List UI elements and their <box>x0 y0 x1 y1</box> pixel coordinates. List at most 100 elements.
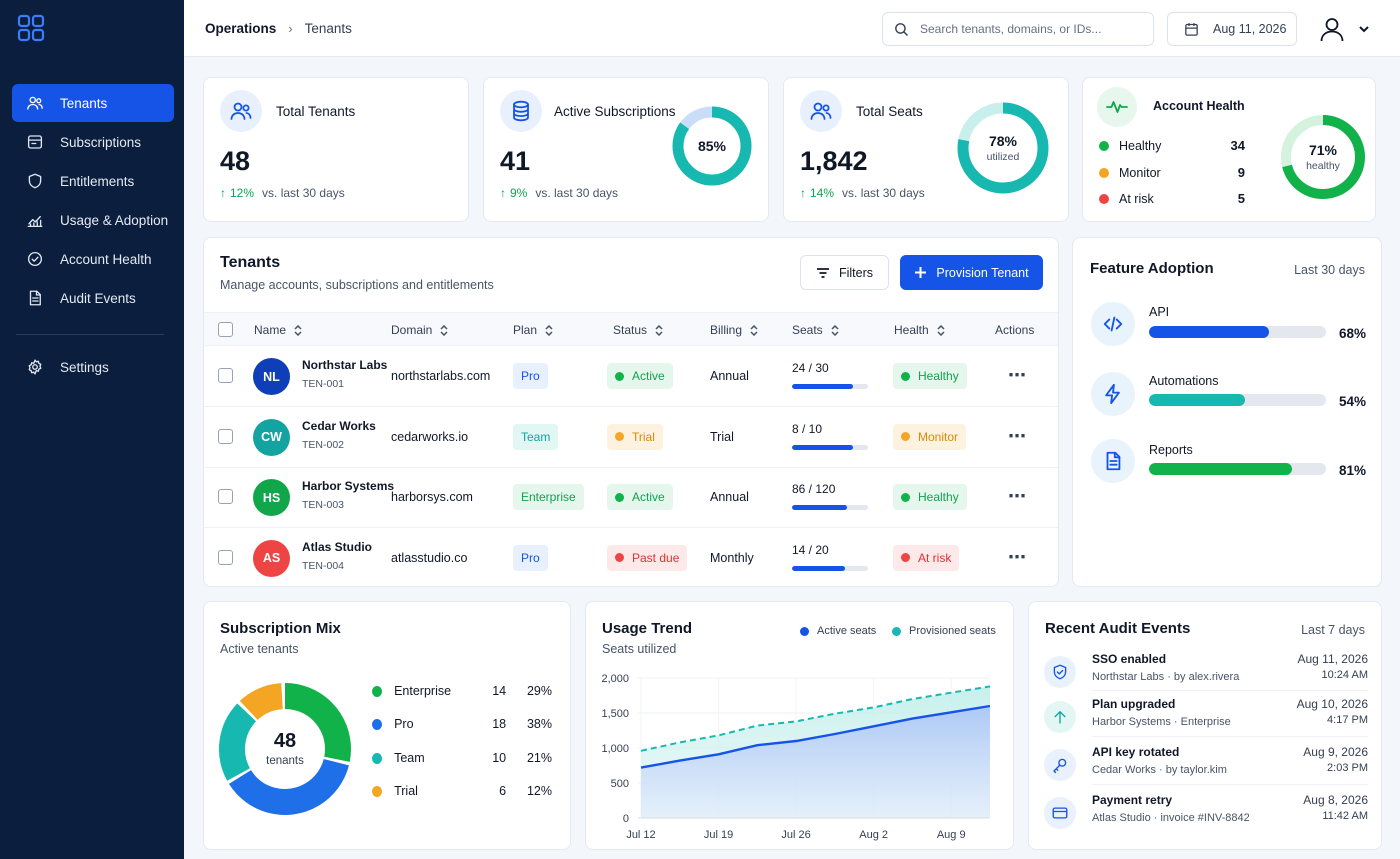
column-header-domain[interactable]: Domain <box>391 323 448 337</box>
breadcrumb-operations[interactable]: Operations <box>205 21 277 36</box>
sidebar-item-account-health[interactable]: Account Health <box>12 240 174 278</box>
sidebar-item-label: Tenants <box>60 95 108 111</box>
legend-item-pro: Pro 18 38% <box>372 717 552 731</box>
date-picker[interactable]: Aug 11, 2026 <box>1167 12 1297 46</box>
app-grid-logo-icon[interactable] <box>17 14 45 42</box>
provision-tenant-button[interactable]: Provision Tenant <box>900 255 1043 290</box>
table-row[interactable]: HS Harbor Systems TEN-003 harborsys.com Ente… <box>204 467 1058 528</box>
sidebar-item-audit-events[interactable]: Audit Events <box>12 279 174 317</box>
tenant-name[interactable]: Cedar Works <box>302 418 376 433</box>
column-header-name[interactable]: Name <box>254 323 302 337</box>
row-checkbox[interactable] <box>218 428 233 444</box>
more-actions-icon[interactable]: ⋯ <box>1008 486 1027 506</box>
row-checkbox[interactable] <box>218 489 233 504</box>
audit-event-item[interactable]: SSO enabled Northstar Labs · by alex.riv… <box>1044 650 1368 696</box>
table-row[interactable]: CW Cedar Works TEN-002 cedarworks.io Team Tri… <box>204 407 1058 468</box>
x-tick-label: Jul 26 <box>781 829 810 841</box>
health-badge: Healthy <box>893 363 967 389</box>
legend-label: Team <box>394 751 425 765</box>
avatar: CW <box>253 418 290 456</box>
sidebar-item-settings[interactable]: Settings <box>12 348 174 386</box>
tenant-name[interactable]: Harbor Systems <box>302 479 395 493</box>
sidebar-item-subscriptions[interactable]: Subscriptions <box>12 123 174 161</box>
sidebar-item-entitlements[interactable]: Entitlements <box>12 162 174 200</box>
legend-dot <box>800 626 809 636</box>
event-title: SSO enabled <box>1092 652 1167 666</box>
billing-cycle: Monthly <box>710 550 754 565</box>
plan-badge: Enterprise <box>513 484 584 510</box>
active-seats-area <box>641 706 990 818</box>
search-input[interactable] <box>920 22 1140 36</box>
event-divider <box>1092 784 1368 785</box>
more-actions-icon[interactable]: ⋯ <box>1008 425 1027 446</box>
stat-delta: ↑ 9% vs. last 30 days <box>500 186 618 200</box>
event-title: API key rotated <box>1092 745 1180 759</box>
more-actions-icon[interactable]: ⋯ <box>1008 546 1027 567</box>
column-header-plan[interactable]: Plan <box>513 323 553 337</box>
legend-label: Pro <box>394 717 414 731</box>
table-row[interactable]: NL Northstar Labs TEN-001 northstarlabs.com… <box>204 346 1058 407</box>
status-dot <box>901 371 910 381</box>
row-checkbox[interactable] <box>218 549 233 565</box>
legend-percent: 29% <box>526 684 552 698</box>
event-title: Payment retry <box>1092 793 1173 807</box>
progress-fill <box>792 444 853 450</box>
section-title: Subscription Mix <box>220 620 341 637</box>
stat-card-active-subscriptions: Active Subscriptions 41 ↑ 9% vs. last 30… <box>483 77 769 222</box>
plan-badge: Team <box>513 423 559 450</box>
stat-delta: ↑ 12% vs. last 30 days <box>220 186 345 200</box>
health-row-monitor: Monitor 9 <box>1099 165 1245 180</box>
column-header-status[interactable]: Status <box>613 323 663 337</box>
health-count: 9 <box>1237 165 1245 180</box>
seats-progress-bar <box>792 444 868 450</box>
tenant-name[interactable]: Atlas Studio <box>302 539 373 554</box>
column-header-health[interactable]: Health <box>894 323 945 337</box>
more-actions-icon[interactable]: ⋯ <box>1008 365 1027 385</box>
sort-icon <box>750 324 758 336</box>
feature-progress-bar <box>1149 463 1326 475</box>
legend-dot <box>372 718 383 730</box>
users-icon <box>27 96 43 110</box>
subscription-mix-card: Subscription Mix Active tenants 48 tenan… <box>203 601 571 850</box>
table-row[interactable]: AS Atlas Studio TEN-004 atlasstudio.co Pro Pa… <box>204 528 1058 587</box>
select-all-checkbox[interactable] <box>218 322 233 337</box>
sort-icon <box>831 324 839 336</box>
chevron-right-icon: › <box>288 21 293 36</box>
status-dot <box>615 492 624 502</box>
health-label: At risk <box>1119 191 1154 206</box>
filters-button[interactable]: Filters <box>800 255 889 290</box>
row-checkbox[interactable] <box>218 368 233 383</box>
legend-item-trial: Trial 6 12% <box>372 784 552 798</box>
stat-label: Account Health <box>1153 99 1245 113</box>
search-box[interactable] <box>882 12 1154 46</box>
audit-event-item[interactable]: Payment retry Atlas Studio · invoice #IN… <box>1044 791 1368 837</box>
legend-item-enterprise: Enterprise 14 29% <box>372 684 552 698</box>
delta-text: vs. last 30 days <box>262 186 345 200</box>
audit-event-item[interactable]: Plan upgraded Harbor Systems · Enterpris… <box>1044 695 1368 741</box>
users-icon <box>810 102 832 120</box>
tenant-domain: cedarworks.io <box>391 429 469 444</box>
calendar-icon <box>1185 22 1198 36</box>
user-menu-button[interactable] <box>1318 13 1378 45</box>
health-label: Monitor <box>1119 165 1161 180</box>
legend-count: 6 <box>499 784 507 798</box>
ring-percent: 78% <box>988 133 1018 149</box>
ring-sub-label: healthy <box>1306 160 1340 172</box>
sidebar-item-usage-adoption[interactable]: Usage & Adoption <box>12 201 174 239</box>
y-tick-label: 2,000 <box>601 673 629 685</box>
audit-event-item[interactable]: API key rotated Cedar Works · by taylor.… <box>1044 743 1368 789</box>
column-header-billing[interactable]: Billing <box>710 323 758 337</box>
legend-label: Active seats <box>817 625 877 637</box>
legend-count: 18 <box>492 717 507 731</box>
report-icon <box>1106 451 1121 471</box>
legend-count: 14 <box>492 684 507 698</box>
sidebar-item-label: Account Health <box>60 251 152 267</box>
arrow-up-icon <box>1054 711 1066 724</box>
sidebar-item-tenants[interactable]: Tenants <box>12 84 174 122</box>
tenant-name[interactable]: Northstar Labs <box>302 358 388 372</box>
column-header-seats[interactable]: Seats <box>792 323 839 337</box>
avatar: HS <box>253 479 290 516</box>
event-divider <box>1092 690 1368 691</box>
legend-label: Enterprise <box>394 684 452 698</box>
column-label: Actions <box>995 323 1035 337</box>
